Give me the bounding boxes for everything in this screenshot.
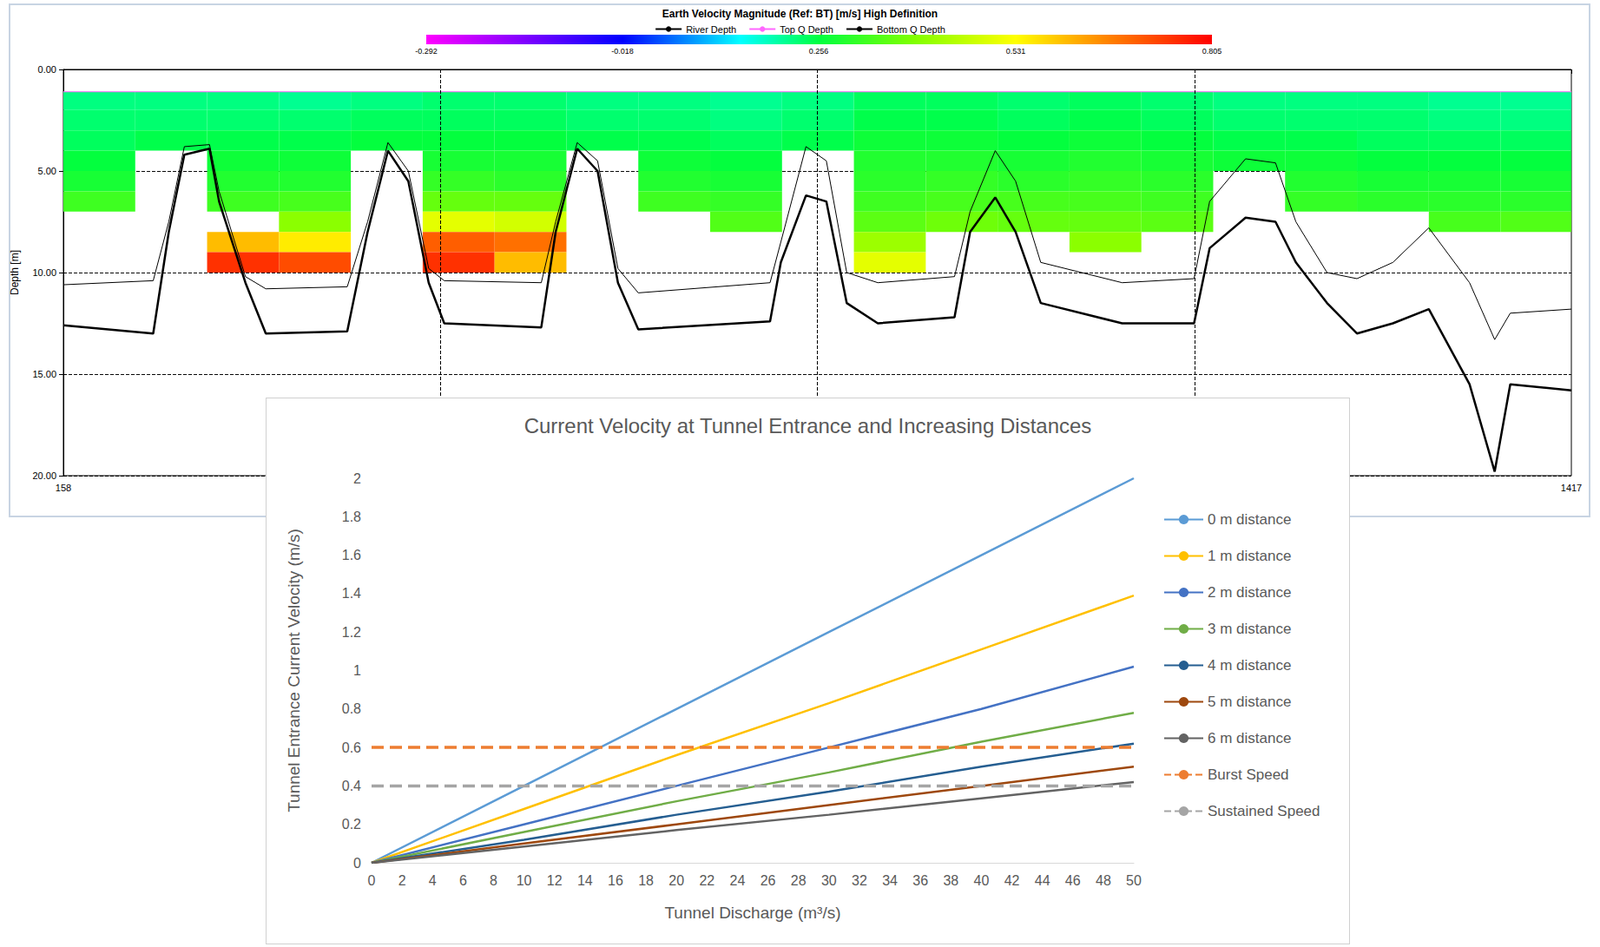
svg-text:36: 36 [912,873,929,889]
svg-text:10.00: 10.00 [32,267,57,278]
svg-text:0.4: 0.4 [342,778,362,794]
svg-text:1.2: 1.2 [342,625,362,640]
svg-text:3 m distance: 3 m distance [1207,620,1291,638]
svg-text:4 m distance: 4 m distance [1207,657,1291,674]
svg-text:0 m distance: 0 m distance [1207,511,1291,528]
svg-text:Tunnel Entrance Current Veloci: Tunnel Entrance Current Velocity (m/s) [284,528,303,813]
svg-text:48: 48 [1095,873,1112,889]
svg-text:River Depth: River Depth [685,24,737,35]
svg-text:2: 2 [353,471,362,487]
svg-text:Earth Velocity Magnitude (Ref:: Earth Velocity Magnitude (Ref: BT) [m/s]… [662,7,938,20]
svg-text:0.00: 0.00 [38,64,57,75]
svg-text:15.00: 15.00 [32,368,57,380]
svg-text:20.00: 20.00 [32,470,57,481]
svg-text:14: 14 [577,873,593,889]
svg-text:6: 6 [459,873,468,889]
svg-text:10: 10 [516,873,533,889]
svg-text:6 m distance: 6 m distance [1207,730,1291,747]
svg-text:0: 0 [368,873,376,889]
svg-text:0.2: 0.2 [342,816,362,832]
svg-text:34: 34 [882,873,898,889]
svg-text:1: 1 [353,663,362,679]
svg-text:-0.292: -0.292 [414,46,438,56]
svg-text:Sustained Speed: Sustained Speed [1207,803,1321,820]
svg-text:18: 18 [638,873,654,889]
svg-text:2 m distance: 2 m distance [1207,584,1291,601]
svg-text:5 m distance: 5 m distance [1207,693,1291,711]
svg-text:38: 38 [942,873,959,889]
svg-text:0.531: 0.531 [1006,46,1027,56]
svg-text:Current Velocity at Tunnel Ent: Current Velocity at Tunnel Entrance and … [524,414,1093,438]
svg-text:32: 32 [851,873,868,889]
svg-text:158: 158 [55,482,72,494]
svg-text:1.6: 1.6 [342,547,362,563]
svg-text:1 m distance: 1 m distance [1207,547,1291,565]
svg-text:Bottom Q Depth: Bottom Q Depth [876,24,946,35]
svg-text:22: 22 [698,873,715,889]
svg-text:12: 12 [546,873,563,889]
svg-text:24: 24 [730,873,746,889]
svg-text:Tunnel Discharge (m³/s): Tunnel Discharge (m³/s) [664,903,841,922]
svg-text:4: 4 [428,873,437,889]
svg-text:-0.018: -0.018 [611,46,634,56]
svg-text:44: 44 [1034,873,1051,889]
svg-text:Depth [m]: Depth [m] [8,250,21,296]
svg-text:8: 8 [489,873,498,889]
svg-text:30: 30 [821,873,837,889]
svg-text:28: 28 [790,873,807,889]
svg-text:1.4: 1.4 [342,586,362,601]
svg-text:Burst Speed: Burst Speed [1207,766,1290,784]
svg-text:20: 20 [668,873,685,889]
svg-text:42: 42 [1004,873,1021,889]
svg-text:50: 50 [1125,873,1142,889]
svg-text:16: 16 [607,873,624,889]
svg-text:1417: 1417 [1560,482,1582,494]
svg-text:5.00: 5.00 [38,165,57,177]
svg-text:26: 26 [760,873,777,889]
svg-text:40: 40 [974,873,990,889]
svg-text:1.8: 1.8 [342,509,362,525]
svg-text:0.8: 0.8 [342,701,362,717]
svg-text:0.6: 0.6 [342,740,362,756]
svg-text:Top Q Depth: Top Q Depth [779,24,834,35]
svg-text:0.256: 0.256 [809,46,830,56]
svg-text:0: 0 [353,855,362,871]
svg-text:0.805: 0.805 [1202,46,1223,56]
svg-text:46: 46 [1065,873,1081,889]
svg-text:2: 2 [398,873,407,889]
